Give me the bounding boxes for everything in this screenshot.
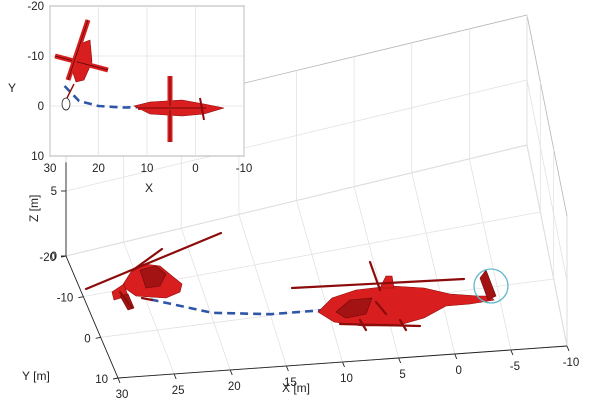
backwall-grid-z — [65, 144, 528, 257]
x-tick-mark — [117, 377, 121, 384]
y-axis-ticks: -20 -10 0 10 — [39, 252, 119, 386]
inset-y-label: Y — [8, 81, 16, 95]
inset-helicopter-approaching — [54, 19, 109, 111]
sidewall-grid-z — [526, 144, 568, 347]
inset-y-tick-label: -10 — [27, 51, 44, 63]
x-tick-label: 30 — [116, 389, 129, 401]
x-tick-mark — [173, 373, 177, 380]
y-tick-label: -20 — [39, 252, 56, 264]
x-tick-mark — [566, 345, 570, 352]
inset-x-tick-label: 30 — [44, 163, 57, 175]
y-axis-line — [65, 255, 119, 379]
inset-x-label: X — [145, 181, 153, 195]
x-tick-mark — [510, 349, 514, 356]
inset-y-tick-label: -20 — [27, 1, 44, 13]
y-tick-label: 0 — [84, 333, 90, 345]
y-tick-mark — [78, 296, 84, 299]
x-tick-mark — [398, 357, 402, 364]
grid-lines — [65, 15, 568, 379]
floor-grid-x — [123, 241, 175, 375]
x-tick-label: 20 — [228, 381, 241, 393]
y-tick-mark — [112, 377, 119, 380]
backwall-grid-z — [65, 79, 528, 192]
z-axis-label: Z [m] — [27, 195, 41, 222]
x-axis-label: X [m] — [282, 381, 310, 395]
helicopter-landed — [290, 260, 509, 332]
floor-grid-x — [468, 158, 512, 351]
floor-grid-x — [180, 228, 231, 371]
y-axis-label: Y [m] — [22, 369, 50, 383]
inset-x-tick-label: 10 — [141, 163, 154, 175]
y-tick-label: -10 — [57, 293, 74, 305]
inset-x-ticks: 30 20 10 0 -10 — [44, 163, 253, 175]
z-tick-label: 0 — [51, 251, 57, 263]
x-tick-label: -10 — [563, 357, 580, 369]
sidewall-grid-z — [526, 79, 568, 282]
x-tick-mark — [454, 353, 458, 360]
inset-y-tick-label: 0 — [38, 101, 44, 113]
inset-x-tick-label: 20 — [92, 163, 105, 175]
floor-grid-x — [353, 186, 400, 359]
x-tick-mark — [342, 361, 345, 368]
floor-grid-x — [296, 200, 343, 363]
x-tick-label: 10 — [340, 373, 353, 385]
trajectory-line — [150, 296, 407, 316]
inset-x-tick-label: -10 — [236, 163, 253, 175]
x-tick-mark — [285, 365, 289, 372]
y-tick-mark — [95, 336, 101, 339]
x-tick-label: -5 — [510, 361, 520, 373]
inset-helicopter-landed — [133, 76, 225, 142]
x-tick-mark — [229, 369, 233, 376]
z-tick-label: 5 — [51, 186, 57, 198]
inset-top-view: 30 20 10 0 -10 -20 -10 0 10 X Y — [8, 1, 252, 195]
z-axis-ticks: 50 — [51, 186, 66, 263]
inset-x-tick-label: 0 — [192, 163, 198, 175]
helicopter-approaching — [84, 231, 223, 311]
inset-y-tick-label: 10 — [31, 151, 44, 163]
x-tick-label: 0 — [456, 365, 462, 377]
y-tick-label: 10 — [95, 374, 108, 386]
floor-grid-x — [411, 172, 456, 355]
x-axis-ticks: 30 25 20 15 10 5 0 -5 -10 — [116, 345, 580, 401]
tail-rotor-highlight — [473, 268, 509, 304]
x-tick-label: 25 — [172, 385, 185, 397]
x-tick-label: 15 — [284, 377, 297, 389]
x-tick-label: 5 — [399, 369, 405, 381]
floor-grid-x — [238, 214, 287, 367]
inset-y-ticks: -20 -10 0 10 — [27, 1, 44, 163]
